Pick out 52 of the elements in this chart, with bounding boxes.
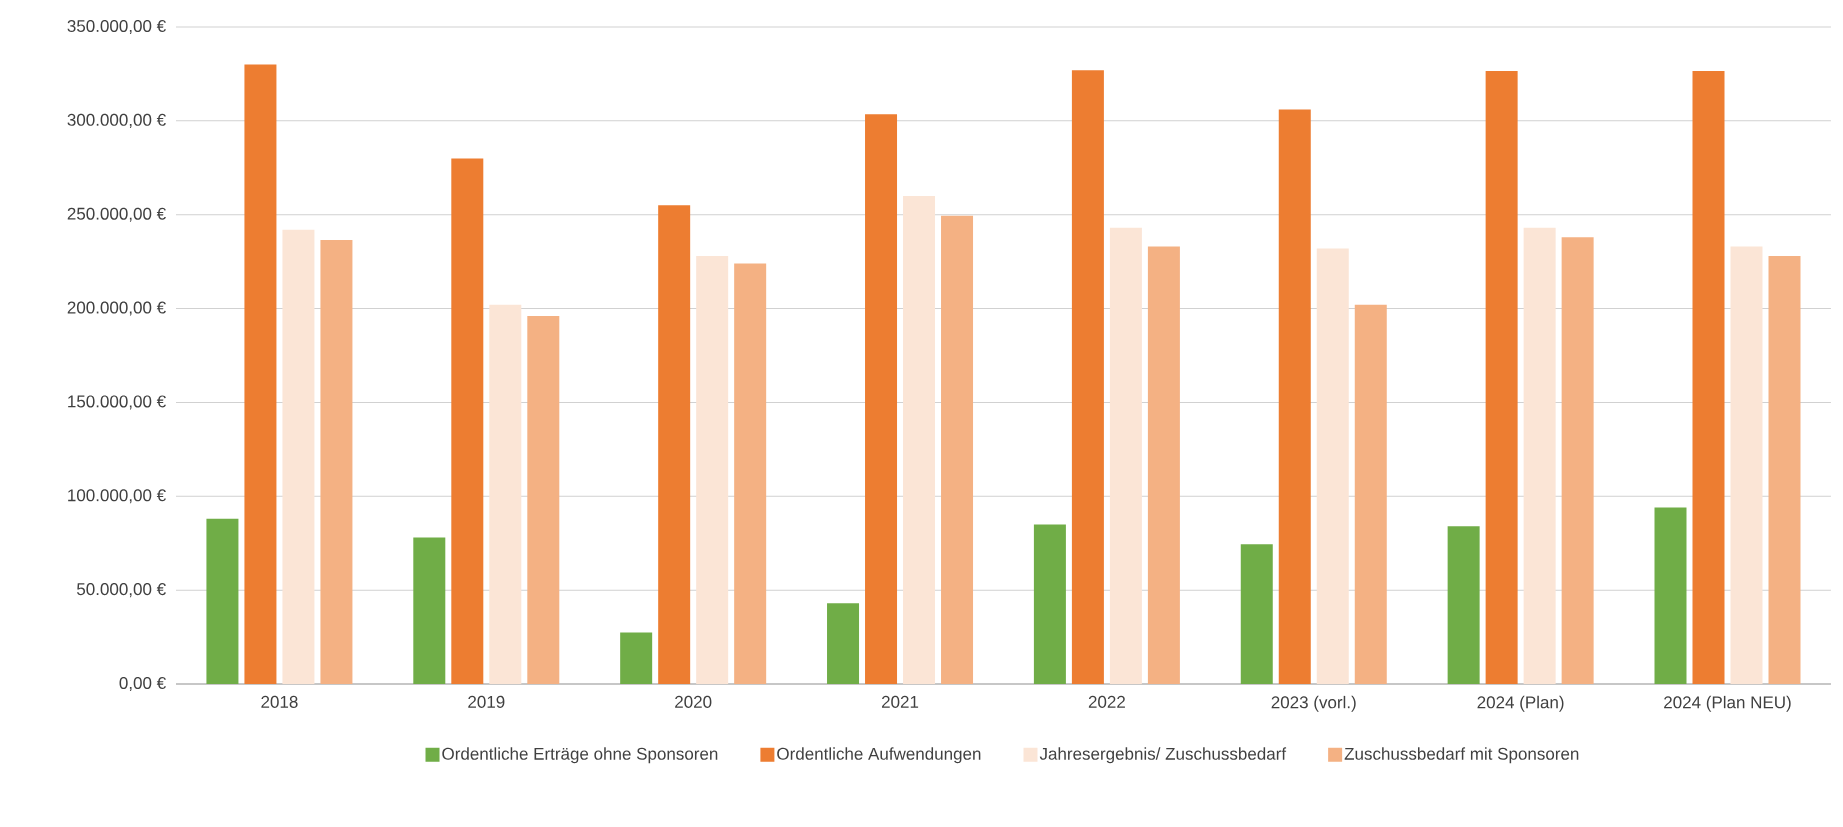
x-tick-label: 2020 (675, 695, 712, 708)
bar (489, 304, 522, 684)
bar (941, 215, 974, 684)
bar (1768, 256, 1801, 684)
bar (1147, 246, 1180, 684)
bar (903, 195, 936, 684)
x-tick-label: 2019 (468, 695, 505, 708)
legend-label: Ordentliche Aufwendungen (777, 747, 981, 764)
bar (413, 537, 446, 684)
x-tick-label: 2023 (vorl.) (1271, 695, 1356, 712)
y-tick-label: 250.000,00 € (67, 207, 166, 222)
y-tick-label: 100.000,00 € (68, 489, 166, 504)
bar (451, 158, 484, 684)
bar (206, 518, 239, 684)
y-tick-label: 200.000,00 € (67, 301, 166, 316)
bar (1109, 227, 1142, 684)
bar (1278, 109, 1311, 684)
x-tick-label: 2022 (1088, 695, 1125, 708)
bar (865, 114, 898, 684)
bar (1354, 304, 1387, 684)
bar (620, 632, 653, 684)
x-tick-label: 2024 (Plan) (1477, 695, 1564, 712)
bar (1692, 71, 1725, 684)
bar (1316, 248, 1349, 684)
bar (320, 240, 353, 684)
legend-label: Zuschussbedarf mit Sponsoren (1344, 747, 1579, 764)
bar (1485, 71, 1518, 684)
legend-label: Ordentliche Erträge ohne Sponsoren (442, 747, 718, 764)
bar (1240, 544, 1273, 684)
bar (658, 205, 691, 684)
bar (244, 64, 277, 684)
y-tick-label: 50.000,00 € (77, 583, 166, 598)
x-tick-label: 2021 (881, 695, 919, 708)
bar (1561, 237, 1594, 684)
bar (1523, 227, 1556, 684)
legend-label: Jahresergebnis/ Zuschussbedarf (1039, 747, 1287, 764)
bar (1447, 526, 1480, 684)
bar (696, 256, 729, 684)
bar (1654, 507, 1687, 684)
bar (734, 263, 767, 684)
bar (1730, 246, 1763, 684)
bar (1033, 524, 1066, 684)
x-tick-label: 2018 (261, 695, 298, 708)
y-tick-label: 0,00 € (119, 676, 166, 692)
bar (1071, 70, 1104, 684)
bar (282, 229, 315, 684)
y-tick-label: 150.000,00 € (68, 395, 166, 410)
x-tick-label: 2024 (Plan NEU) (1664, 695, 1791, 712)
y-tick-label: 350.000,00 € (67, 19, 166, 35)
y-tick-label: 300.000,00 € (67, 113, 166, 128)
bar (527, 316, 560, 684)
bar (827, 603, 860, 684)
